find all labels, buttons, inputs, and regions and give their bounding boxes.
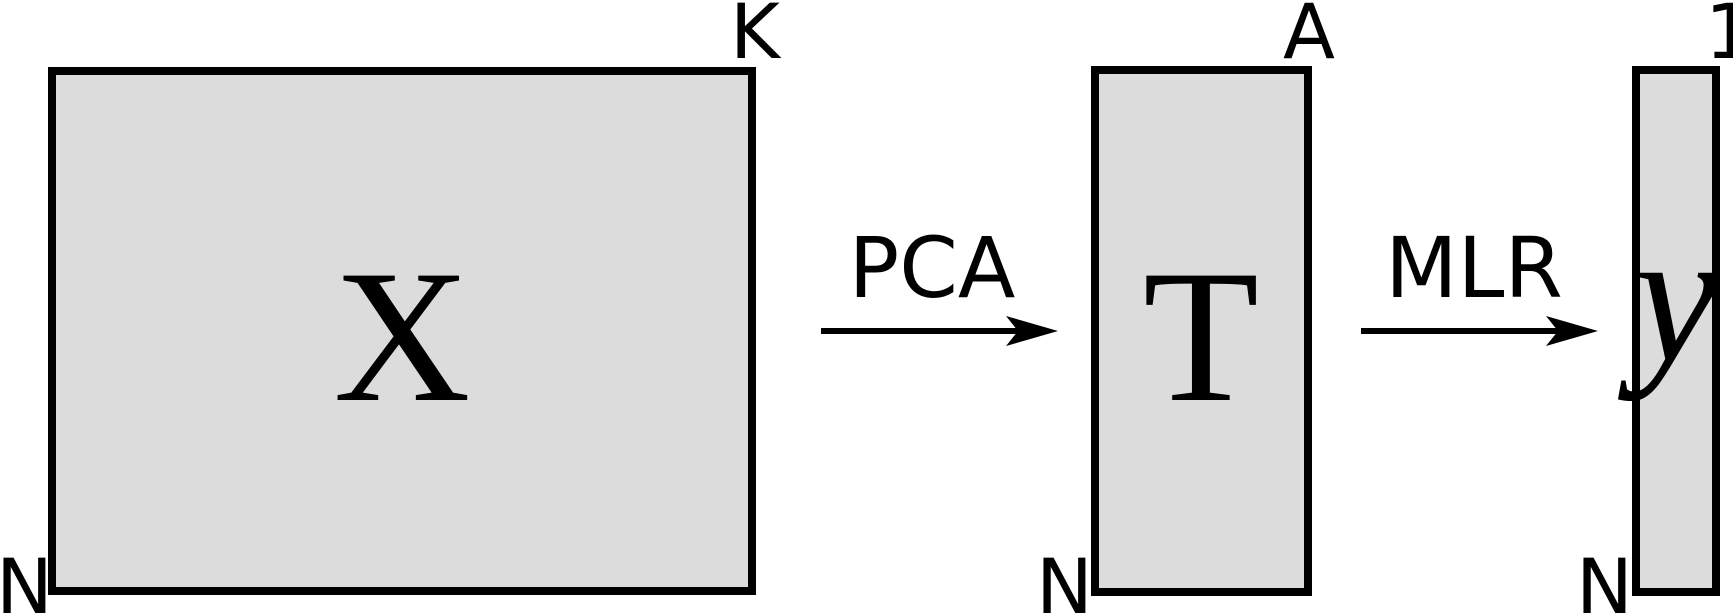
vector-y: y 1 N (1576, 0, 1733, 613)
vector-y-symbol: y (1618, 192, 1719, 402)
vector-y-rows-label: N (1576, 542, 1633, 613)
vector-y-cols-label: 1 (1705, 0, 1733, 76)
matrix-t-rows-label: N (1036, 542, 1093, 613)
matrix-x-cols-label: K (730, 0, 782, 76)
mlr-label: MLR (1385, 219, 1563, 317)
matrix-t-cols-label: A (1283, 0, 1335, 76)
matrix-x-box (48, 67, 756, 595)
mlr-arrow-head (1546, 316, 1598, 346)
mlr-step: MLR (1361, 219, 1598, 346)
matrix-t-symbol: T (1143, 232, 1259, 442)
matrix-t-box (1091, 66, 1312, 596)
pca-arrow-head (1006, 316, 1058, 346)
matrix-x-rows-label: N (0, 542, 53, 613)
matrix-x: X K N (0, 0, 782, 613)
matrix-t: T A N (1036, 0, 1335, 613)
vector-y-box (1632, 66, 1720, 596)
pca-label: PCA (849, 219, 1016, 317)
pca-step: PCA (821, 219, 1058, 346)
matrix-x-symbol: X (333, 232, 470, 442)
